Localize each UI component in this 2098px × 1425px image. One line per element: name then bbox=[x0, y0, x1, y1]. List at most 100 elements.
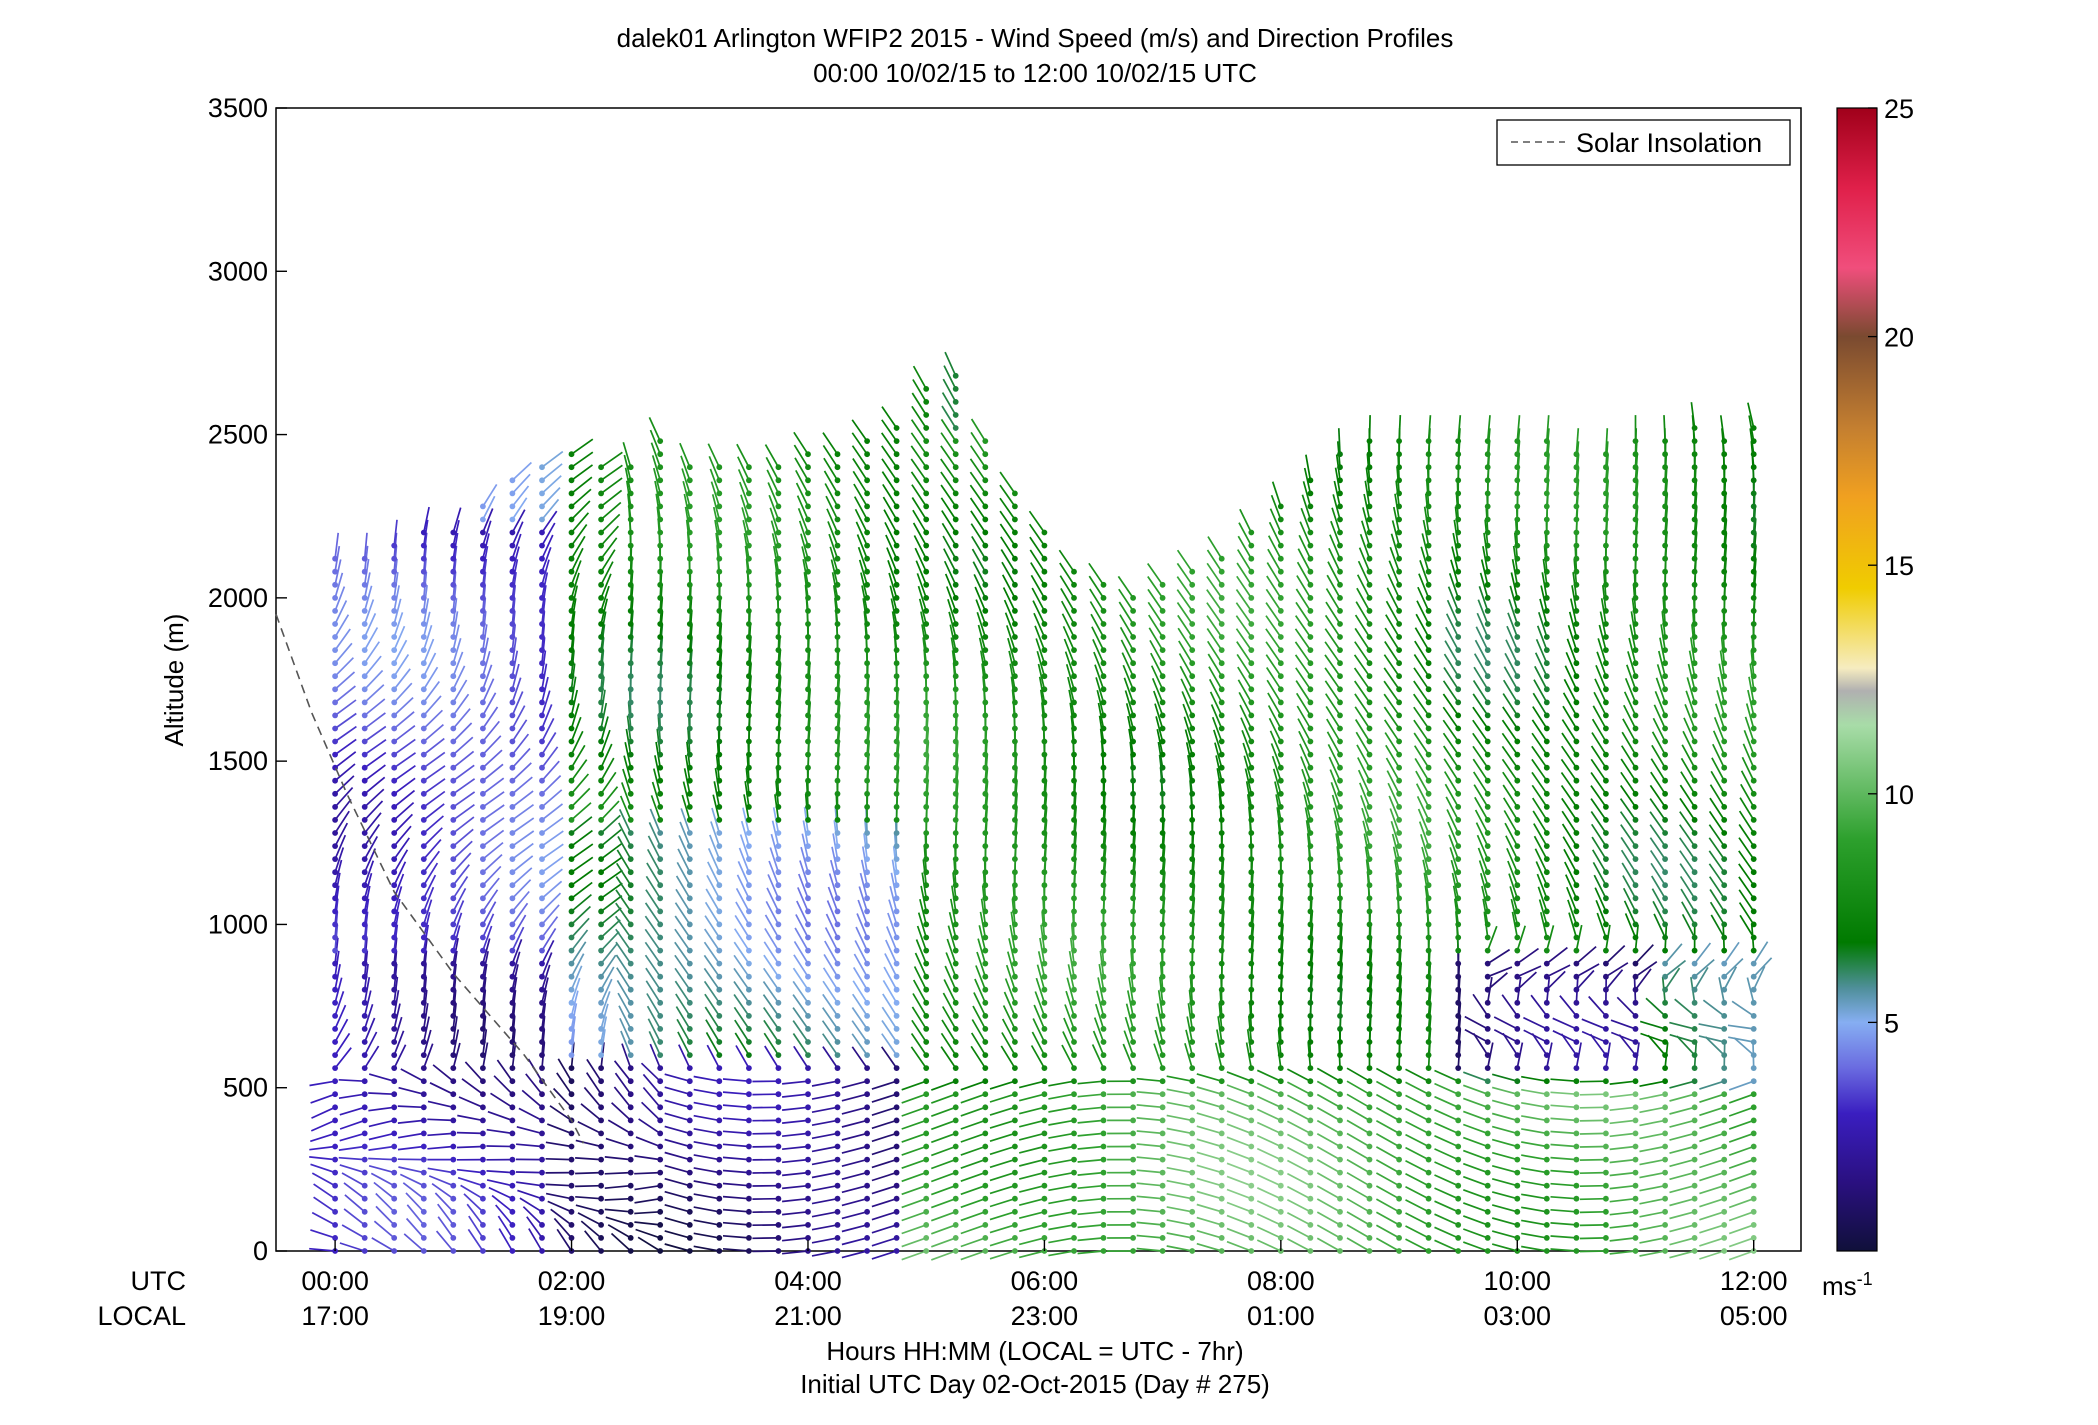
wind-barb-dot bbox=[568, 1065, 575, 1071]
wind-barb-dot bbox=[864, 960, 870, 967]
wind-barb bbox=[793, 444, 809, 468]
wind-barb bbox=[827, 886, 839, 912]
wind-barb-dot bbox=[1189, 673, 1196, 680]
wind-barb bbox=[397, 1119, 424, 1124]
wind-barb-dot bbox=[952, 830, 959, 836]
wind-barb-dot bbox=[716, 503, 723, 510]
wind-barb bbox=[901, 1171, 927, 1183]
wind-barb-dot bbox=[1218, 764, 1225, 771]
wind-barb-dot bbox=[1012, 1156, 1018, 1163]
wind-barb bbox=[364, 776, 386, 795]
wind-barb-dot bbox=[1218, 660, 1225, 667]
wind-barb-dot bbox=[1041, 999, 1048, 1006]
wind-barb-dot bbox=[1130, 973, 1136, 980]
wind-barb-dot bbox=[539, 1182, 545, 1189]
wind-barb-dot bbox=[1514, 673, 1521, 680]
wind-barb-dot bbox=[1484, 555, 1491, 562]
wind-barb-dot bbox=[1218, 621, 1225, 627]
wind-barb-dot bbox=[598, 1222, 604, 1228]
wind-barb bbox=[943, 979, 957, 1004]
wind-barb-dot bbox=[1396, 725, 1402, 732]
wind-barb bbox=[710, 481, 721, 507]
wind-barb-dot bbox=[1337, 542, 1343, 549]
wind-barb bbox=[618, 809, 632, 834]
wind-barb-dot bbox=[1366, 647, 1373, 653]
wind-barb bbox=[552, 1087, 573, 1108]
wind-barb-dot bbox=[746, 503, 752, 510]
wind-barb-dot bbox=[864, 1026, 870, 1032]
wind-barb-dot bbox=[657, 882, 664, 889]
wind-barb-dot bbox=[420, 895, 427, 902]
wind-barb bbox=[399, 1173, 425, 1187]
wind-barb-dot bbox=[716, 934, 723, 941]
wind-barb-dot bbox=[1307, 1222, 1314, 1228]
wind-barb-dot bbox=[1455, 464, 1462, 471]
wind-barb bbox=[1124, 690, 1134, 716]
wind-barb-dot bbox=[1514, 830, 1521, 836]
wind-barb bbox=[452, 722, 473, 743]
wind-barb-dot bbox=[923, 1182, 930, 1189]
wind-barb-dot bbox=[332, 595, 338, 601]
wind-barb-dot bbox=[834, 934, 841, 941]
wind-barb bbox=[1048, 1250, 1075, 1257]
wind-barb bbox=[1316, 1080, 1341, 1095]
wind-barb-dot bbox=[1041, 1104, 1048, 1111]
wind-barb-dot bbox=[952, 1065, 959, 1071]
wind-barb-dot bbox=[1100, 1013, 1107, 1019]
wind-barb-dot bbox=[1366, 1182, 1373, 1189]
wind-barb-dot bbox=[893, 581, 900, 588]
wind-barb-dot bbox=[598, 490, 604, 497]
wind-barb bbox=[423, 638, 435, 664]
wind-barb-dot bbox=[361, 1248, 368, 1254]
wind-barb-dot bbox=[1307, 686, 1314, 693]
wind-barb-dot bbox=[952, 738, 959, 745]
wind-barb-dot bbox=[716, 712, 723, 719]
wind-barb-dot bbox=[420, 699, 427, 706]
wind-barb bbox=[334, 671, 356, 690]
wind-barb bbox=[615, 928, 632, 952]
wind-barb bbox=[1357, 560, 1371, 586]
wind-barb-dot bbox=[1189, 843, 1196, 849]
wind-barb bbox=[901, 1093, 927, 1104]
wind-barb-dot bbox=[480, 1248, 486, 1254]
wind-barb-dot bbox=[1248, 999, 1255, 1006]
wind-barb bbox=[1475, 822, 1489, 847]
wind-barb-dot bbox=[716, 973, 723, 980]
wind-barb-dot bbox=[332, 882, 338, 889]
wind-barb-dot bbox=[746, 1065, 752, 1071]
wind-barb bbox=[334, 787, 354, 808]
wind-barb bbox=[971, 535, 987, 560]
wind-barb bbox=[1018, 1197, 1045, 1207]
wind-barb bbox=[1018, 1119, 1045, 1128]
wind-barb bbox=[1417, 808, 1430, 834]
wind-barb bbox=[1018, 1237, 1045, 1246]
wind-barb-dot bbox=[420, 1052, 427, 1058]
wind-barb bbox=[674, 902, 691, 925]
wind-barb-dot bbox=[834, 1222, 841, 1228]
wind-barb-dot bbox=[1189, 960, 1196, 967]
wind-barb bbox=[825, 913, 839, 938]
wind-barb-dot bbox=[420, 960, 427, 967]
wind-barb-dot bbox=[1041, 542, 1048, 549]
wind-barb-dot bbox=[420, 647, 427, 653]
wind-barb bbox=[1442, 719, 1459, 742]
wind-barb-dot bbox=[391, 568, 398, 575]
wind-barb-dot bbox=[834, 621, 841, 627]
wind-barb-dot bbox=[1543, 503, 1550, 510]
wind-barb-dot bbox=[1012, 490, 1018, 497]
wind-barb bbox=[1266, 562, 1282, 586]
wind-barb-dot bbox=[746, 751, 752, 758]
wind-barb-dot bbox=[509, 986, 516, 993]
wind-barb bbox=[1391, 833, 1400, 860]
wind-barb-dot bbox=[952, 673, 959, 680]
wind-barb bbox=[989, 1197, 1016, 1208]
wind-barb bbox=[1058, 549, 1075, 573]
wind-barb bbox=[764, 1045, 780, 1069]
wind-barb-dot bbox=[1307, 934, 1314, 941]
wind-barb-dot bbox=[1366, 804, 1373, 810]
wind-barb bbox=[1077, 1119, 1104, 1124]
wind-barb-dot bbox=[1455, 856, 1462, 862]
wind-barb-dot bbox=[1337, 464, 1343, 471]
wind-barb bbox=[403, 1233, 425, 1252]
wind-barb bbox=[1354, 627, 1371, 651]
